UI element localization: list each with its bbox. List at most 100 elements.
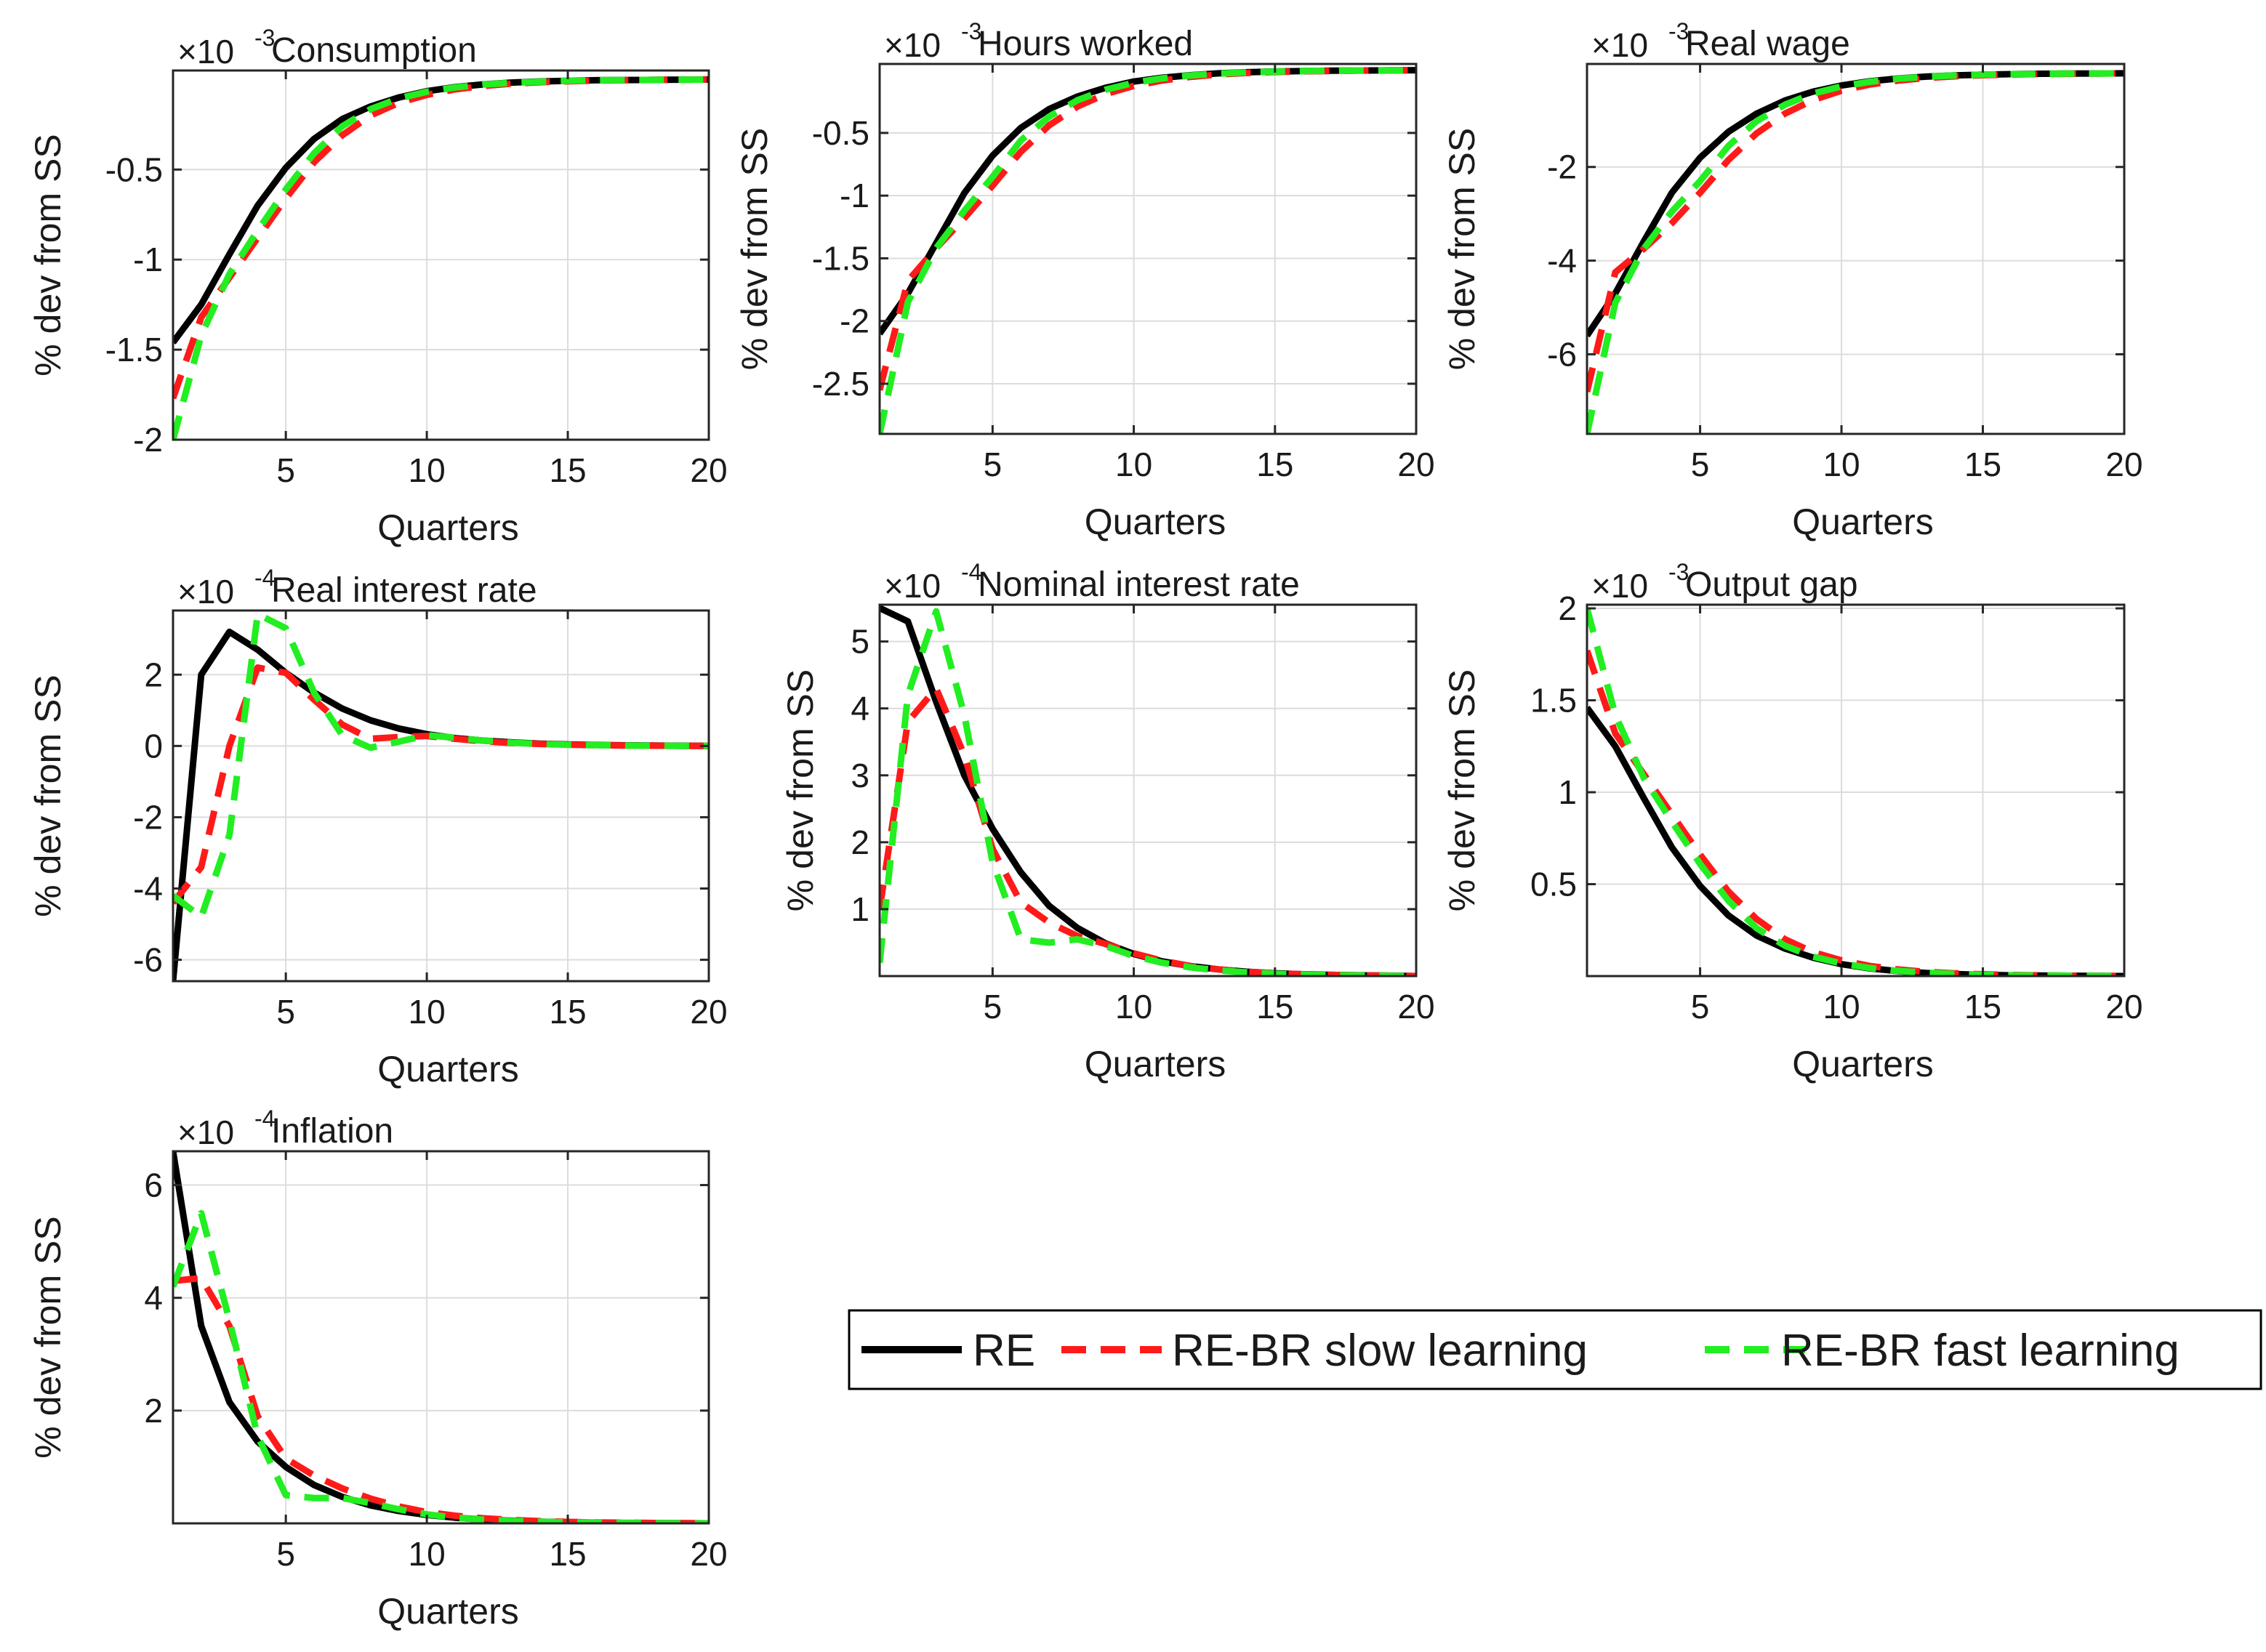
hours-worked-ytick-label: -1.5 [812,239,869,277]
panel-consumption: 5 10 15 20 -2 -1.5 -1 -0.5 Quarters % dev from SS… [28,25,728,548]
real-wage-scale-factor: ×10 [1591,26,1648,64]
hours-worked-ylabel: % dev from SS [734,128,775,370]
nominal-interest-rate-ytick-label: 3 [851,757,869,794]
hours-worked-xtick-label: 20 [1397,446,1434,483]
consumption-ytick-label: -1 [133,241,163,278]
hours-worked-xtick-label: 15 [1256,446,1293,483]
output-gap-ytick-label: 0.5 [1530,866,1577,903]
real-wage-ylabel: % dev from SS [1442,128,1482,370]
output-gap-line-re-br-fast-learning [1587,607,2124,976]
real-interest-rate-ytick-label: -6 [133,941,163,979]
panel-nominal-interest-rate: 5 10 15 20 1 2 3 4 5 Quarters % dev from SS ×10 -4No… [780,559,1435,1084]
nominal-interest-rate-ylabel: % dev from SS [780,669,821,911]
hours-worked-line-re-br-fast-learning [880,67,1416,434]
nominal-interest-rate-ytick-label: 5 [851,623,869,661]
consumption-line-re-br-fast-learning [173,76,709,440]
hours-worked-ytick-label: -0.5 [812,114,869,152]
consumption-xtick-label: 10 [409,451,446,489]
consumption-ytick-label: -1.5 [105,331,163,368]
real-interest-rate-xtick-label: 10 [409,993,446,1031]
output-gap-xtick-label: 20 [2105,988,2142,1026]
hours-worked-xtick-label: 5 [984,446,1003,483]
real-wage-xtick-label: 10 [1823,446,1860,483]
real-wage-xtick-label: 15 [1964,446,2001,483]
nominal-interest-rate-ytick-label: 4 [851,690,869,728]
real-wage-ytick-label: -4 [1547,242,1577,280]
inflation-scale-exponent: -4 [254,1105,275,1132]
inflation-xlabel: Quarters [377,1591,519,1632]
real-interest-rate-scale-factor: ×10 [177,573,234,611]
real-interest-rate-xlabel: Quarters [377,1049,519,1089]
inflation-xtick-label: 5 [276,1535,295,1573]
real-interest-rate-ylabel: % dev from SS [28,674,68,916]
hours-worked-scale-factor: ×10 [884,26,941,64]
output-gap-ytick-label: 1 [1558,773,1577,811]
hours-worked-plot-area [880,64,1416,434]
legend-label-re: RE [973,1326,1035,1376]
output-gap-plot-area [1587,605,2124,976]
panel-output-gap: 5 10 15 20 0.5 1 1.5 2 Quarters % dev from SS ×10-… [1442,559,2143,1084]
nominal-interest-rate-ytick-label: 2 [851,823,869,861]
inflation-scale-factor: ×10 [177,1113,234,1151]
nominal-interest-rate-line-re-br-fast-learning [880,608,1416,976]
real-wage-axes-box [1586,63,2126,435]
real-interest-rate-axes-box [172,609,710,983]
consumption-title: Consumption [271,31,477,70]
output-gap-ylabel: % dev from SS [1442,669,1482,911]
nominal-interest-rate-title: Nominal interest rate [978,565,1300,604]
hours-worked-ytick-label: -2 [840,302,869,340]
output-gap-ytick-label: 2 [1558,589,1577,627]
real-interest-rate-scale-exponent: -4 [254,565,275,591]
real-interest-rate-ytick-label: -2 [133,798,163,836]
hours-worked-axes-box [878,63,1418,435]
real-wage-line-re-br-fast-learning [1587,70,2124,434]
hours-worked-ytick-label: -2.5 [812,365,869,403]
consumption-xlabel: Quarters [377,507,519,548]
nominal-interest-rate-xlabel: Quarters [1085,1044,1226,1084]
real-wage-xtick-label: 5 [1691,446,1710,483]
real-interest-rate-ytick-label: 2 [144,656,163,693]
nominal-interest-rate-scale-factor: ×10 [884,567,941,605]
real-interest-rate-ytick-label: 0 [144,727,163,765]
real-interest-rate-xtick-label: 5 [276,993,295,1031]
real-wage-ytick-label: -6 [1547,335,1577,373]
consumption-plot-area [173,70,709,440]
nominal-interest-rate-plot-area [880,605,1416,976]
hours-worked-xtick-label: 10 [1115,446,1152,483]
nominal-interest-rate-xtick-label: 15 [1256,988,1293,1026]
real-wage-scale-exponent: -3 [1668,18,1689,44]
consumption-scale-factor: ×10 [177,33,234,70]
legend-label-re-br-slow-learning: RE-BR slow learning [1172,1326,1588,1376]
real-interest-rate-line-re-br-fast-learning [173,611,709,921]
panel-hours-worked: 5 10 15 20 -2.5 -2 -1.5 -1 -0.5 Quarters % dev fro… [734,18,1435,542]
output-gap-xtick-label: 10 [1823,988,1860,1026]
output-gap-xtick-label: 5 [1691,988,1710,1026]
real-interest-rate-xtick-label: 15 [549,993,586,1031]
output-gap-xlabel: Quarters [1792,1044,1934,1084]
inflation-ytick-label: 4 [144,1279,163,1317]
real-wage-xtick-label: 20 [2105,446,2142,483]
nominal-interest-rate-axes-box [878,603,1418,978]
real-wage-plot-area [1587,64,2124,434]
panel-inflation: 5 10 15 20 2 4 6 Quarters % dev from SS ×10 -4Infl… [28,1105,728,1632]
hours-worked-line-re-br-slow-learning [880,67,1416,391]
consumption-axes-box [172,69,710,441]
real-interest-rate-title: Real interest rate [271,571,537,610]
inflation-ylabel: % dev from SS [28,1216,68,1458]
consumption-xtick-label: 20 [690,451,727,489]
nominal-interest-rate-scale-exponent: -4 [961,559,981,585]
real-wage-ytick-label: -2 [1547,148,1577,186]
inflation-axes-box [172,1150,710,1525]
inflation-ytick-label: 2 [144,1392,163,1430]
hours-worked-title: Hours worked [978,25,1193,63]
nominal-interest-rate-xtick-label: 5 [984,988,1003,1026]
hours-worked-scale-exponent: -3 [961,18,981,44]
real-interest-rate-ytick-label: -4 [133,870,163,908]
nominal-interest-rate-xtick-label: 20 [1397,988,1434,1026]
inflation-xtick-label: 20 [690,1535,727,1573]
hours-worked-xlabel: Quarters [1085,501,1226,542]
consumption-xtick-label: 5 [276,451,295,489]
output-gap-scale-exponent: -3 [1668,559,1689,585]
